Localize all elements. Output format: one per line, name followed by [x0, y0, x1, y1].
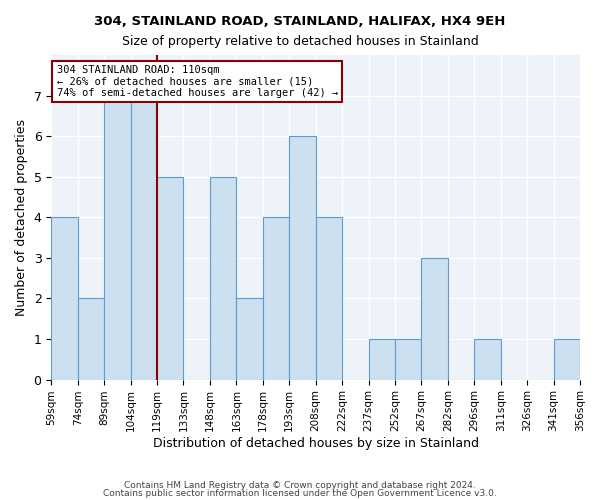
- Bar: [554, 339, 580, 380]
- Bar: [316, 218, 342, 380]
- Bar: [131, 96, 157, 380]
- Text: 304, STAINLAND ROAD, STAINLAND, HALIFAX, HX4 9EH: 304, STAINLAND ROAD, STAINLAND, HALIFAX,…: [94, 15, 506, 28]
- Text: Size of property relative to detached houses in Stainland: Size of property relative to detached ho…: [122, 35, 478, 48]
- Bar: [263, 218, 289, 380]
- Bar: [210, 176, 236, 380]
- Bar: [289, 136, 316, 380]
- Y-axis label: Number of detached properties: Number of detached properties: [15, 119, 28, 316]
- Bar: [395, 339, 421, 380]
- X-axis label: Distribution of detached houses by size in Stainland: Distribution of detached houses by size …: [152, 437, 479, 450]
- Bar: [157, 176, 184, 380]
- Bar: [421, 258, 448, 380]
- Bar: [368, 339, 395, 380]
- Bar: [51, 218, 78, 380]
- Text: Contains public sector information licensed under the Open Government Licence v3: Contains public sector information licen…: [103, 488, 497, 498]
- Bar: [78, 298, 104, 380]
- Text: Contains HM Land Registry data © Crown copyright and database right 2024.: Contains HM Land Registry data © Crown c…: [124, 481, 476, 490]
- Bar: [236, 298, 263, 380]
- Bar: [104, 96, 131, 380]
- Text: 304 STAINLAND ROAD: 110sqm
← 26% of detached houses are smaller (15)
74% of semi: 304 STAINLAND ROAD: 110sqm ← 26% of deta…: [56, 64, 338, 98]
- Bar: [474, 339, 500, 380]
